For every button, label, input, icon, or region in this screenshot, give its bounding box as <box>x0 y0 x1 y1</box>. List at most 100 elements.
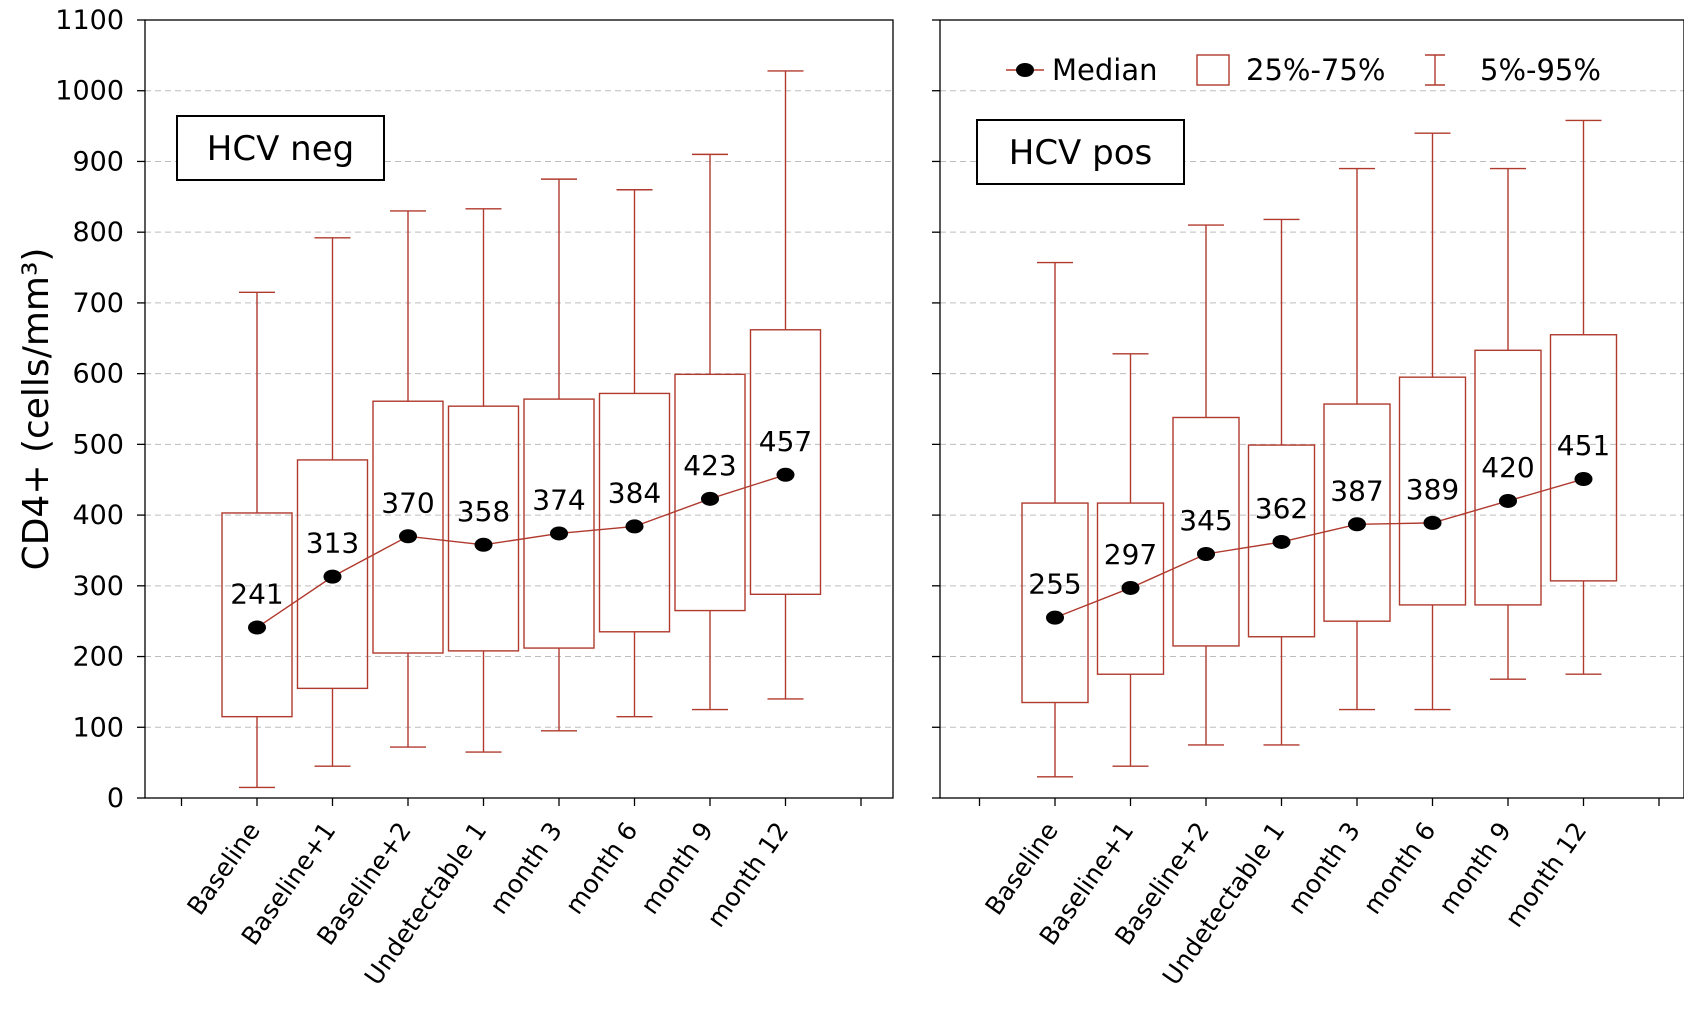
panel-title: HCV neg <box>207 129 354 169</box>
box-7 <box>674 153 746 711</box>
median-marker <box>1046 610 1064 625</box>
y-tick-label: 500 <box>72 429 124 460</box>
iqr-box <box>1247 444 1316 638</box>
panel-2: BaselineBaseline+1Baseline+2Undetectable… <box>932 19 1684 990</box>
x-tick-label: month 6 <box>1357 817 1441 920</box>
median-data-label: 423 <box>683 449 736 482</box>
median-marker <box>1197 546 1215 561</box>
box-1 <box>1021 261 1089 778</box>
box-8 <box>1549 119 1618 675</box>
legend-median-marker <box>1016 63 1034 77</box>
median-data-label: 457 <box>759 425 812 458</box>
median-data-label: 255 <box>1028 568 1081 601</box>
median-data-label: 387 <box>1330 474 1383 507</box>
median-marker <box>399 529 417 544</box>
median-data-label: 370 <box>381 486 434 519</box>
legend-label: Median <box>1052 53 1157 87</box>
legend: Median 25%-75% 5%-95% <box>1006 53 1601 87</box>
y-tick-label: 200 <box>72 642 124 673</box>
y-tick-label: 1100 <box>55 5 124 36</box>
median-marker <box>323 569 342 584</box>
median-line <box>1054 478 1584 619</box>
y-tick-label: 900 <box>72 146 124 177</box>
x-tick-label: month 3 <box>1282 817 1366 920</box>
median-data-label: 384 <box>608 476 661 509</box>
iqr-box <box>1021 502 1089 704</box>
box-2 <box>296 237 369 767</box>
iqr-box <box>221 512 293 718</box>
panel-1: 0 100 200 300 400 500 600 700 800 900 1000 1100 Base… <box>55 5 894 990</box>
y-tick-label: 800 <box>72 217 124 248</box>
median-data-label: 345 <box>1179 504 1232 537</box>
panel-title-box <box>176 115 385 181</box>
box-5 <box>1323 167 1391 711</box>
median-data-label: 451 <box>1557 429 1610 462</box>
box-3 <box>1172 224 1240 746</box>
x-tick-label: month 9 <box>635 817 719 920</box>
iqr-box <box>296 459 369 690</box>
y-tick-label: 300 <box>72 571 124 602</box>
box-7 <box>1474 167 1542 680</box>
panel-title-box <box>976 119 1185 185</box>
median-data-label: 241 <box>230 578 283 611</box>
box-4 <box>447 208 520 753</box>
box-5 <box>523 178 595 732</box>
box-4 <box>1247 218 1316 746</box>
y-axis-label: CD4+ (cells/mm³) <box>16 248 57 571</box>
box-6 <box>1398 132 1467 711</box>
y-tick-label: 600 <box>72 359 124 390</box>
median-marker <box>625 519 644 534</box>
x-tick-label: month 9 <box>1433 817 1517 920</box>
x-tick-label: Baseline <box>181 817 266 920</box>
x-tick-label: month 6 <box>559 817 643 920</box>
median-marker <box>1499 493 1517 508</box>
panel-title: HCV pos <box>1009 133 1152 173</box>
iqr-box <box>1549 334 1618 582</box>
iqr-box <box>372 400 444 654</box>
median-data-label: 362 <box>1255 492 1308 525</box>
legend-label: 25%-75% <box>1246 53 1385 87</box>
median-data-label: 389 <box>1406 473 1459 506</box>
median-line <box>256 474 786 629</box>
y-tick-label: 0 <box>107 783 124 814</box>
legend-box-swatch <box>1196 54 1230 86</box>
x-tick-label: month 3 <box>484 817 568 920</box>
median-marker <box>701 491 719 506</box>
box-6 <box>598 189 671 718</box>
median-marker <box>1348 517 1366 532</box>
x-tick-label: Baseline <box>979 817 1064 920</box>
iqr-box <box>1323 403 1391 622</box>
plot-frame <box>144 19 894 799</box>
median-data-label: 358 <box>457 495 510 528</box>
iqr-box <box>1096 502 1165 675</box>
median-data-label: 420 <box>1481 451 1534 484</box>
median-marker <box>776 467 795 482</box>
box-1 <box>221 291 293 789</box>
y-tick-label: 1000 <box>55 76 124 107</box>
box-8 <box>749 70 822 700</box>
legend-label: 5%-95% <box>1480 53 1601 87</box>
y-tick-label: 700 <box>72 288 124 319</box>
median-data-label: 374 <box>532 483 585 516</box>
iqr-box <box>523 398 595 649</box>
median-marker <box>1423 515 1442 530</box>
median-data-label: 313 <box>306 527 359 560</box>
y-tick-label: 400 <box>72 500 124 531</box>
iqr-box <box>1172 416 1240 647</box>
plot-frame <box>939 19 1684 799</box>
iqr-box <box>749 329 822 596</box>
median-data-label: 297 <box>1104 538 1157 571</box>
iqr-box <box>598 392 671 633</box>
iqr-box <box>1398 376 1467 606</box>
median-marker <box>1121 580 1140 595</box>
median-marker <box>550 526 568 541</box>
y-tick-label: 100 <box>72 712 124 743</box>
median-marker <box>474 537 493 552</box>
box-2 <box>1096 353 1165 767</box>
box-3 <box>372 210 444 748</box>
iqr-box <box>674 373 746 612</box>
median-marker <box>1574 472 1593 487</box>
iqr-box <box>1474 349 1542 606</box>
